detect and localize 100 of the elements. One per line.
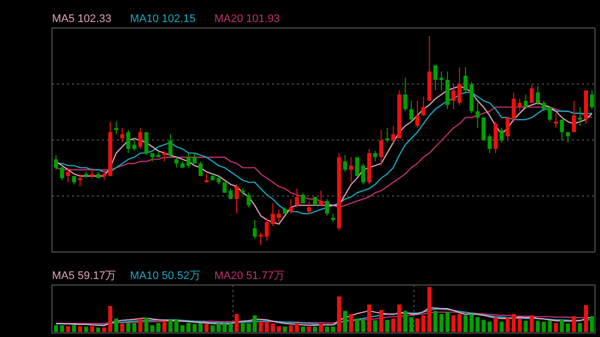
bar [572,316,576,332]
candlestick [554,112,558,128]
candlestick [542,100,546,112]
candlestick [132,138,136,152]
bar [138,318,142,332]
candlestick [294,188,299,208]
candlestick [409,100,414,122]
candlestick [415,100,420,128]
candlestick [258,232,263,246]
candlestick [276,208,281,223]
bar [66,326,70,332]
bar [470,314,474,332]
bar [276,326,281,332]
bar [258,322,263,332]
candlestick [144,132,148,156]
bar [379,310,384,332]
bar [451,315,456,332]
candlestick [566,132,570,144]
candlestick [512,92,516,122]
bar [355,318,360,332]
candlestick [361,162,366,185]
bar [343,310,348,332]
bar [180,325,184,332]
bar [530,315,534,332]
bar [578,323,582,332]
bar [234,314,239,332]
bar [168,320,172,332]
bar [554,323,558,332]
bar [560,320,564,332]
bar [421,315,426,332]
bar [415,318,420,332]
candlestick [264,217,269,242]
bar [222,323,227,332]
bar [216,323,221,332]
candlestick [343,154,348,172]
bar [548,320,552,332]
text: MA5 59.17万 [52,270,116,282]
bar [288,325,293,332]
bar [403,310,408,332]
bar [325,326,330,332]
bar [506,318,510,332]
bar [282,326,287,332]
candlestick [482,118,486,140]
bar [144,318,148,332]
bar [108,306,112,332]
candlestick [433,64,438,91]
bar [132,323,136,332]
bar [156,323,160,332]
bar [433,310,438,332]
bar [397,304,402,332]
bar [349,314,354,332]
candlestick [325,198,330,216]
candlestick [349,156,354,183]
candlestick [174,156,178,168]
candlestick [391,125,396,144]
candlestick [536,86,540,106]
bar [78,326,82,332]
candlestick [379,130,384,166]
bar [300,326,305,332]
candlestick [464,66,468,93]
candlestick [506,117,510,141]
candlestick [60,165,64,181]
bar [536,320,540,332]
candlestick [162,150,166,162]
candlestick [114,121,118,135]
bar [240,323,245,332]
candlestick [548,106,552,122]
bar [488,322,492,332]
bar [391,318,396,332]
bar [385,320,390,332]
candlestick [246,192,251,208]
bar [252,315,257,332]
text: MA20 51.77万 [214,270,285,282]
candlestick [524,94,528,110]
text: MA10 102.15 [130,13,196,25]
bar [524,320,528,332]
candlestick [403,77,408,112]
bar [312,326,317,332]
candlestick [66,167,70,183]
candlestick [458,66,462,106]
candlestick [560,119,564,141]
candlestick [488,134,492,154]
bar [512,314,516,332]
candlestick [318,190,323,206]
candlestick [306,200,311,214]
bar [500,322,504,332]
candlestick [385,127,390,144]
candlestick [138,127,142,150]
bar [84,326,88,332]
text: MA20 101.93 [214,13,280,25]
candlestick [78,173,82,187]
text: MA10 50.52万 [130,270,200,282]
bar [264,322,269,332]
candlestick [500,127,504,144]
bar [186,323,190,332]
candlestick [355,156,360,177]
bar [445,312,450,332]
candlestick [168,134,172,158]
candlestick [518,98,522,112]
candlestick [234,184,239,214]
